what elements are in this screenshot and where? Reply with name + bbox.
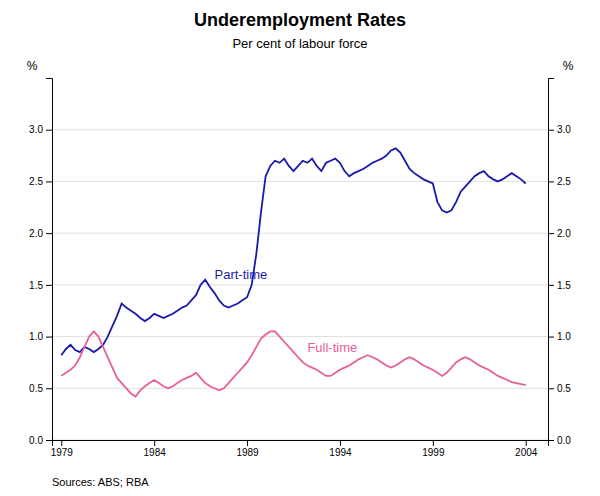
x-tick: 1989 [236, 440, 259, 458]
y-axis-line [46, 79, 53, 441]
x-tick-mark [433, 440, 434, 446]
y2-tick: 1.5 [548, 280, 571, 291]
grid [52, 130, 548, 440]
y2-tick-label: 2.5 [557, 176, 571, 187]
y2-tick-label: 3.0 [557, 124, 571, 135]
x-tick-mark [247, 440, 248, 446]
y-tick-mark [46, 337, 52, 338]
y2-tick: 1.0 [548, 331, 571, 342]
y-tick-label: 0.5 [29, 383, 43, 394]
y2-tick: 0.0 [548, 435, 571, 446]
y-tick: 2.5 [29, 176, 52, 187]
y2-tick-mark [548, 440, 554, 441]
y2-tick-mark [548, 130, 554, 131]
x-tick: 1984 [144, 440, 167, 458]
y-tick-label: 1.0 [29, 331, 43, 342]
y2-tick: 3.0 [548, 124, 571, 135]
y-tick: 3.0 [29, 124, 52, 135]
grid-line [52, 336, 548, 337]
source: Sources: ABS; RBA [52, 476, 149, 488]
x-tick: 1999 [422, 440, 445, 458]
x-tick-label: 1979 [51, 447, 74, 458]
y2-tick: 0.5 [548, 383, 571, 394]
y2-tick-label: 1.5 [557, 280, 571, 291]
y2-axis: 0.0 0.5 1.0 1.5 2.0 2.5 3.0 [548, 79, 571, 446]
x-tick: 2004 [515, 440, 538, 458]
y2-tick-label: 2.0 [557, 228, 571, 239]
line-labels: Part-time Full-time [215, 267, 358, 354]
y2-tick: 2.0 [548, 228, 571, 239]
series-line [61, 148, 525, 355]
x-tick-mark [526, 440, 527, 446]
y2-axis-line [549, 79, 555, 441]
y-tick-mark [46, 388, 52, 389]
y2-tick-mark [548, 337, 554, 338]
y-tick-label: 0.0 [29, 435, 43, 446]
y2-tick-mark [548, 233, 554, 234]
x-tick-label: 1999 [422, 447, 445, 458]
subtitle: Per cent of labour force [232, 36, 367, 51]
y2-tick-mark [548, 285, 554, 286]
y2-tick-label: 1.0 [557, 331, 571, 342]
y2-tick-mark [548, 181, 554, 182]
y-tick-mark [46, 233, 52, 234]
y2-axis-label: % [563, 59, 574, 73]
series-line [61, 331, 525, 396]
y-axis: 0.0 0.5 1.0 1.5 2.0 2.5 3.0 [29, 79, 52, 446]
y2-tick-label: 0.5 [557, 383, 571, 394]
x-axis-line [53, 441, 549, 447]
x-tick-mark [154, 440, 155, 446]
y-tick: 0.5 [29, 383, 52, 394]
y2-tick: 2.5 [548, 176, 571, 187]
y-tick-mark [46, 130, 52, 131]
x-tick-label: 1994 [329, 447, 352, 458]
series-label: Part-time [215, 267, 268, 282]
series-label: Full-time [307, 340, 357, 355]
title: Underemployment Rates [194, 10, 406, 30]
y-tick-mark [46, 285, 52, 286]
x-tick: 1994 [329, 440, 352, 458]
y-tick: 0.0 [29, 435, 52, 446]
y-tick-mark [46, 181, 52, 182]
y-tick: 1.5 [29, 280, 52, 291]
x-tick-mark [61, 440, 62, 446]
y2-tick-label: 0.0 [557, 435, 571, 446]
x-axis: 1979 1984 1989 1994 1999 2004 [51, 440, 549, 458]
y-tick-label: 1.5 [29, 280, 43, 291]
x-tick-label: 1989 [236, 447, 259, 458]
y-tick: 1.0 [29, 331, 52, 342]
y-tick-label: 2.0 [29, 228, 43, 239]
y-axis-label: % [27, 59, 38, 73]
y-tick-label: 2.5 [29, 176, 43, 187]
lines [61, 148, 525, 396]
x-tick-mark [340, 440, 341, 446]
x-tick-label: 1984 [144, 447, 167, 458]
y-tick-mark [46, 440, 52, 441]
chart: 1979 1984 1989 1994 1999 2004 0.0 0.5 1.0 1.5 2.0 2… [0, 0, 600, 496]
y-tick-label: 3.0 [29, 124, 43, 135]
grid-line [52, 284, 548, 285]
plot-area: 1979 1984 1989 1994 1999 2004 0.0 0.5 1.0 1.5 2.0 2… [27, 59, 574, 458]
y-tick: 2.0 [29, 228, 52, 239]
y2-tick-mark [548, 388, 554, 389]
grid-line [52, 233, 548, 234]
grid-line [52, 181, 548, 182]
grid-line [52, 129, 548, 130]
x-tick: 1979 [51, 440, 74, 458]
x-tick-label: 2004 [515, 447, 538, 458]
